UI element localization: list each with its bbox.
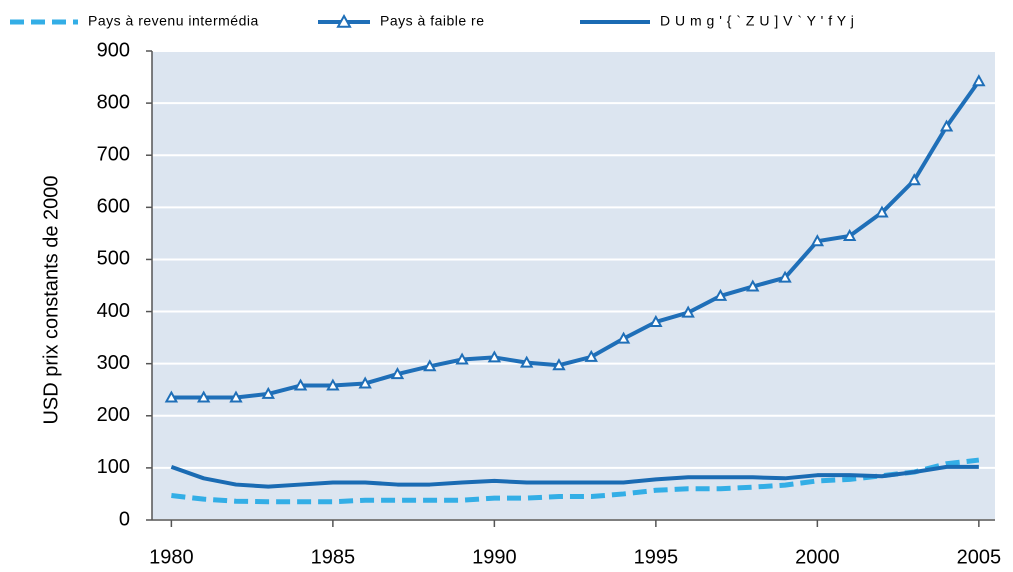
marker (778, 270, 792, 283)
legend-label: D U m g ' { ` Z U ] V ` Y ' f Y j (660, 13, 854, 29)
y-tick-label: 100 (97, 456, 130, 478)
marker (261, 386, 275, 399)
marker (972, 74, 986, 87)
marker (746, 279, 760, 292)
marker (229, 390, 243, 403)
marker (164, 390, 179, 403)
x-tick-label: 1980 (149, 546, 194, 568)
marker (713, 288, 728, 301)
y-tick-label: 300 (97, 352, 130, 374)
y-tick-label: 700 (97, 144, 130, 166)
marker (875, 205, 889, 218)
marker (455, 352, 469, 365)
y-tick-label: 600 (97, 196, 130, 218)
x-tick-label: 1995 (634, 546, 679, 568)
marker (423, 359, 437, 372)
y-tick-label: 0 (119, 508, 130, 530)
y-tick-label: 900 (97, 39, 130, 61)
marker (584, 349, 598, 362)
marker (390, 367, 405, 380)
series-line (171, 457, 980, 505)
x-tick-label: 1985 (311, 546, 356, 568)
legend-label: Pays à revenu intermédia (88, 13, 259, 29)
marker (552, 358, 566, 371)
marker (196, 390, 211, 403)
series-line (171, 80, 981, 400)
y-tick-label: 500 (97, 248, 130, 270)
plot-area (152, 51, 995, 520)
marker (842, 228, 857, 241)
marker (939, 119, 954, 132)
marker (616, 331, 631, 344)
marker (326, 378, 340, 391)
marker (293, 378, 308, 391)
y-tick-label: 200 (97, 404, 130, 426)
legend-marker (336, 13, 352, 28)
marker (649, 314, 663, 327)
marker (681, 305, 695, 318)
series-line (170, 464, 979, 489)
y-tick-label: 800 (97, 91, 130, 113)
marker (519, 355, 534, 368)
x-tick-label: 1990 (472, 546, 517, 568)
legend-label: Pays à faible re (380, 13, 485, 29)
x-tick-label: 2000 (795, 546, 840, 568)
x-tick-label: 2005 (957, 546, 1002, 568)
marker (907, 173, 921, 186)
marker (358, 376, 372, 389)
y-axis-label: USD prix constants de 2000 (40, 175, 62, 424)
marker (487, 350, 502, 363)
marker (810, 234, 825, 247)
y-tick-label: 400 (97, 300, 130, 322)
